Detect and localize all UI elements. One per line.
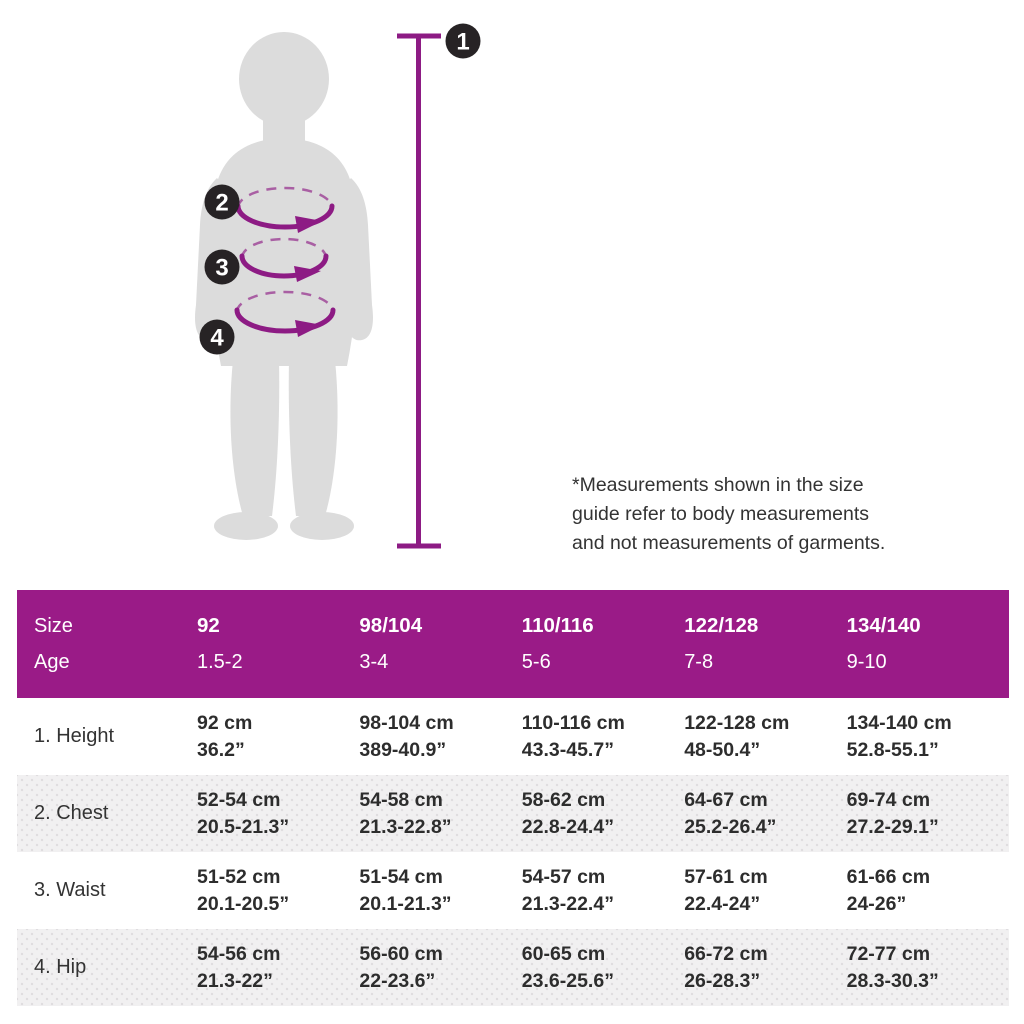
hip-girth-measure	[234, 290, 336, 337]
size-value: 122/128	[684, 614, 759, 637]
size-value: 98/104	[359, 614, 423, 637]
age-value: 3-4	[359, 651, 389, 673]
size-guide-figure: 1 2 3 4	[195, 23, 481, 549]
age-value: 7-8	[684, 651, 714, 673]
measurement-cell: 72-77 cm 28.3-30.3”	[846, 942, 939, 992]
table-row-height: 1. Height 92 cm 36.2” 98-104 cm 389-40.9” …	[17, 698, 1009, 775]
height-measure-line	[397, 33, 441, 549]
header-age-row: Age 1.5-2 3-4 5-6 7-8 9-10	[17, 651, 1009, 674]
chest-girth-measure	[235, 186, 335, 233]
disclaimer-line: *Measurements shown in the size	[572, 474, 864, 496]
arrow-right-icon	[295, 320, 322, 337]
measurement-cell: 51-52 cm 20.1-20.5”	[197, 865, 290, 915]
disclaimer-line: and not measurements of garments.	[572, 532, 886, 554]
measurement-cell: 98-104 cm 389-40.9”	[359, 711, 454, 761]
measurement-cell: 64-67 cm 25.2-26.4”	[684, 788, 777, 838]
measurement-cell: 54-56 cm 21.3-22”	[197, 942, 281, 992]
row-label: 1. Height	[34, 725, 115, 747]
measurement-cell: 92 cm 36.2”	[197, 711, 253, 761]
badge-4-number: 4	[210, 325, 224, 352]
badge-2-number: 2	[215, 190, 228, 217]
measurement-cell: 122-128 cm 48-50.4”	[684, 711, 790, 761]
measure-badge-4: 4	[199, 319, 235, 355]
measurement-cell: 69-74 cm 27.2-29.1”	[846, 788, 939, 838]
measurement-cell: 61-66 cm 24-26”	[846, 865, 931, 915]
measurement-cell: 57-61 cm 22.4-24”	[684, 865, 768, 915]
measurement-cell: 51-54 cm 20.1-21.3”	[359, 865, 452, 915]
measurement-cell: 60-65 cm 23.6-25.6”	[521, 942, 614, 992]
size-label: Size	[34, 614, 73, 637]
disclaimer-note: *Measurements shown in the size guide re…	[572, 471, 885, 558]
row-label: 4. Hip	[34, 956, 87, 978]
arrow-right-icon	[295, 216, 322, 233]
badge-3-number: 3	[215, 255, 228, 282]
size-value: 92	[197, 614, 220, 637]
measure-badge-3: 3	[204, 249, 240, 285]
badge-1-number: 1	[456, 29, 469, 56]
measurement-cell: 54-57 cm 21.3-22.4”	[521, 865, 614, 915]
measure-badge-1: 1	[445, 23, 481, 59]
age-label: Age	[34, 651, 70, 673]
row-label: 3. Waist	[34, 879, 106, 901]
age-value: 1.5-2	[197, 651, 243, 673]
size-table: Size 92 98/104 110/116 122/128 134/140 A…	[17, 590, 1009, 1006]
table-row-waist: 3. Waist 51-52 cm 20.1-20.5” 51-54 cm 20.1…	[17, 852, 1009, 929]
measurement-cell: 58-62 cm 22.8-24.4”	[521, 788, 614, 838]
measurement-cell: 56-60 cm 22-23.6”	[359, 942, 443, 992]
measurement-cell: 52-54 cm 20.5-21.3”	[197, 788, 290, 838]
size-value: 110/116	[521, 614, 594, 637]
size-value: 134/140	[846, 614, 921, 637]
measurement-cell: 66-72 cm 26-28.3”	[684, 942, 768, 992]
size-table-header: Size 92 98/104 110/116 122/128 134/140 A…	[17, 590, 1009, 698]
age-value: 5-6	[521, 651, 551, 673]
table-row-hip: 4. Hip 54-56 cm 21.3-22” 56-60 cm 22-23.6”…	[17, 929, 1009, 1006]
measurement-cell: 134-140 cm 52.8-55.1”	[846, 711, 952, 761]
measurement-cell: 110-116 cm 43.3-45.7”	[521, 711, 625, 761]
header-size-row: Size 92 98/104 110/116 122/128 134/140	[17, 614, 1009, 638]
age-value: 9-10	[846, 651, 887, 673]
table-row-chest: 2. Chest 52-54 cm 20.5-21.3” 54-58 cm 21.3…	[17, 775, 1009, 852]
waist-girth-measure	[239, 237, 329, 282]
measurement-cell: 54-58 cm 21.3-22.8”	[359, 788, 452, 838]
arrow-right-icon	[294, 266, 321, 282]
row-label: 2. Chest	[34, 802, 109, 824]
measure-badge-2: 2	[204, 184, 240, 220]
disclaimer-line: guide refer to body measurements	[572, 503, 869, 525]
child-silhouette	[195, 32, 373, 540]
